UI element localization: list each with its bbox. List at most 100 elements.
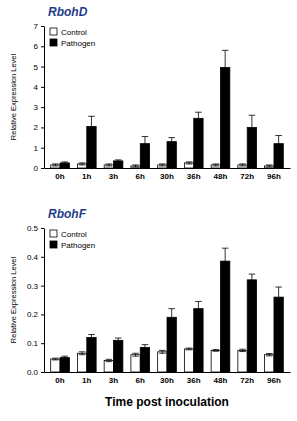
x-tick: 72h [240, 168, 254, 181]
chart: RbohF0.00.10.20.30.40.5Relative Expressi… [9, 207, 291, 409]
bar [131, 355, 140, 372]
bar [194, 118, 203, 168]
y-tick-mark [41, 168, 44, 169]
y-tick-mark [41, 87, 44, 88]
y-tick-label: 7 [34, 22, 39, 31]
y-tick: 7 [34, 22, 44, 31]
figure: RbohD01234567 Relative Expression Level 0h… [0, 0, 297, 421]
x-tick-label: 1h [82, 172, 91, 181]
error-bar [142, 137, 149, 151]
error-bar [266, 354, 273, 356]
series [51, 348, 274, 372]
bar [114, 340, 123, 372]
y-tick-mark [41, 372, 44, 373]
error-bar [168, 309, 175, 326]
error-bar [106, 164, 113, 166]
bar [140, 348, 149, 372]
chart: RbohD01234567 Relative Expression Level 0h… [9, 5, 291, 181]
plot-area [51, 248, 284, 372]
y-tick: 0.0 [27, 368, 44, 377]
y-tick: 0.5 [27, 224, 44, 233]
x-tick-label: 1h [82, 376, 91, 385]
y-tick: 0.2 [27, 310, 44, 319]
chart-title: RbohF [48, 207, 87, 221]
y-tick: 4 [34, 83, 44, 92]
bar [274, 297, 283, 372]
x-tick: 1h [82, 168, 91, 181]
error-bar [186, 348, 193, 350]
error-bar [142, 345, 149, 351]
legend-label: Pathogen [61, 39, 95, 48]
error-bar [132, 353, 139, 356]
y-tick-mark [41, 46, 44, 47]
x-tick-label: 0h [55, 376, 64, 385]
bar [238, 350, 247, 372]
error-bar [222, 50, 229, 84]
error-bar [195, 112, 202, 124]
x-tick-label: 72h [240, 172, 254, 181]
bar [211, 350, 220, 372]
bar [77, 353, 86, 372]
bar [247, 280, 256, 372]
legend-swatch [50, 230, 57, 237]
x-tick: 48h [214, 168, 228, 181]
bar [220, 261, 229, 372]
bar [184, 349, 193, 372]
error-bar [52, 358, 59, 360]
error-bar [239, 349, 246, 351]
y-axis: 01234567 [34, 22, 45, 173]
y-tick-label: 4 [34, 83, 39, 92]
y-tick-mark [41, 228, 44, 229]
error-bar [213, 350, 220, 352]
x-tick-label: 0h [55, 172, 64, 181]
y-tick-mark [41, 67, 44, 68]
x-tick: 6h [136, 168, 145, 181]
legend-label: Control [61, 230, 87, 239]
y-axis-line [44, 229, 45, 373]
series [51, 162, 274, 168]
error-bar [266, 165, 273, 167]
bar [158, 352, 167, 372]
x-tick-label: 6h [136, 172, 145, 181]
x-axis-label: Time post inoculation [105, 395, 229, 409]
error-bar [249, 274, 256, 286]
x-tick: 48h [214, 372, 228, 385]
y-tick-mark [41, 286, 44, 287]
error-bar [132, 165, 139, 167]
error-bar [186, 162, 193, 164]
y-tick: 0.1 [27, 339, 44, 348]
bar [60, 358, 69, 372]
x-tick-label: 96h [267, 376, 281, 385]
error-bar [275, 136, 282, 152]
error-bar [213, 164, 220, 166]
x-tick: 30h [160, 372, 174, 385]
error-bar [106, 359, 113, 361]
legend: ControlPathogen [50, 230, 95, 250]
plot-area [51, 50, 284, 168]
error-bar [249, 115, 256, 139]
y-axis-label: Relative Expression Level [9, 54, 18, 141]
x-tick-label: 30h [160, 376, 174, 385]
legend-swatch [50, 28, 57, 35]
chart-title: RbohD [48, 5, 88, 19]
x-axis-line [45, 168, 291, 169]
x-tick: 96h [267, 372, 281, 385]
error-bar [168, 138, 175, 146]
error-bar [115, 338, 122, 343]
y-tick-label: 0.3 [27, 282, 39, 291]
y-tick-label: 0.0 [27, 368, 39, 377]
x-axis-line [45, 372, 291, 373]
y-tick-mark [41, 26, 44, 27]
y-tick-label: 2 [34, 123, 39, 132]
x-tick-label: 3h [109, 376, 118, 385]
x-tick-label: 36h [187, 376, 201, 385]
bar [104, 360, 113, 372]
x-tick: 0h [55, 168, 64, 181]
x-tick: 36h [187, 168, 201, 181]
bar [194, 309, 203, 372]
error-bar [79, 163, 86, 165]
error-bar [115, 160, 122, 162]
x-axis: 0h1h3h6h30h36h48h72h96h [45, 168, 291, 181]
y-axis-line [44, 27, 45, 169]
x-tick: 6h [136, 372, 145, 385]
